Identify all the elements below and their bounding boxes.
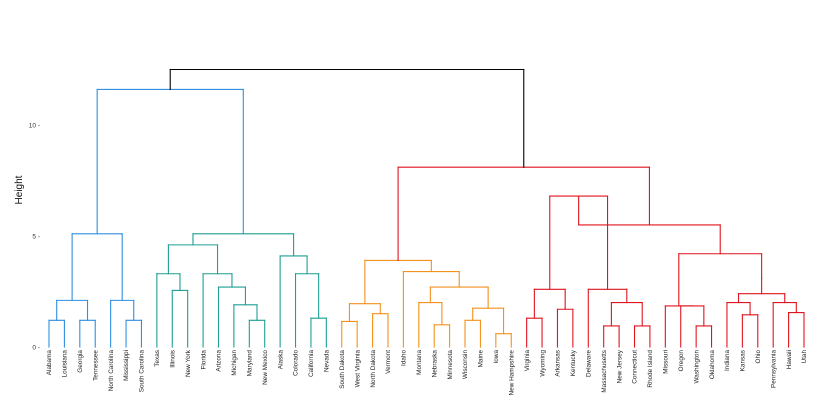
leaf-label-ohio: Ohio (755, 350, 762, 364)
leaf-label-indiana: Indiana (724, 350, 731, 371)
leaf-label-south-dakota: South Dakota (339, 350, 346, 389)
leaf-label-virginia: Virginia (524, 350, 531, 372)
leaf-label-washington: Washington (693, 350, 700, 384)
leaf-label-wyoming: Wyoming (539, 350, 546, 377)
leaf-label-connecticut: Connecticut (632, 350, 639, 384)
leaf-label-massachusetts: Massachusetts (601, 350, 608, 393)
leaf-label-rhode-island: Rhode Island (647, 350, 654, 388)
y-tick-label-5: 5 - (32, 234, 40, 241)
dendrogram-branches (48, 68, 805, 348)
leaf-label-utah: Utah (801, 350, 808, 364)
y-tick-label-10: 10 - (29, 123, 40, 130)
leaf-label-alabama: Alabama (46, 350, 53, 376)
leaf-label-alaska: Alaska (277, 350, 284, 370)
leaf-label-missouri: Missouri (663, 350, 670, 374)
leaf-label-kentucky: Kentucky (570, 349, 577, 376)
leaf-label-iowa: Iowa (493, 350, 500, 364)
leaf-label-new-york: New York (185, 349, 192, 377)
leaf-label-hawaii: Hawaii (786, 350, 793, 369)
leaf-label-arizona: Arizona (216, 350, 223, 372)
y-axis-title: Height (14, 175, 25, 204)
leaf-label-arkansas: Arkansas (555, 350, 562, 377)
leaf-label-louisiana: Louisiana (62, 350, 69, 378)
leaf-label-california: California (308, 350, 315, 377)
leaf-label-michigan: Michigan (231, 350, 238, 376)
leaf-label-oklahoma: Oklahoma (709, 350, 716, 380)
y-axis-ticks: 0 - 5 - 10 - (29, 123, 40, 352)
leaf-label-idaho: Idaho (401, 350, 408, 366)
leaf-label-wisconsin: Wisconsin (462, 350, 469, 380)
leaf-label-oregon: Oregon (678, 350, 685, 372)
leaf-label-texas: Texas (154, 350, 161, 367)
leaf-label-mississippi: Mississippi (123, 350, 130, 381)
leaf-label-pennsylvania: Pennsylvania (770, 350, 777, 388)
leaf-label-kansas: Kansas (740, 350, 747, 371)
leaf-label-nevada: Nevada (324, 350, 331, 372)
leaf-label-new-mexico: New Mexico (262, 350, 269, 385)
leaf-label-minnesota: Minnesota (447, 350, 454, 380)
leaf-label-new-jersey: New Jersey (616, 349, 623, 383)
leaf-labels: Alabama Louisiana Georgia Tennessee North Ca… (46, 349, 808, 395)
y-tick-label-0: 0 - (32, 345, 40, 352)
leaf-label-tennessee: Tennessee (92, 350, 99, 381)
leaf-label-montana: Montana (416, 350, 423, 375)
leaf-label-colorado: Colorado (293, 350, 300, 376)
leaf-label-nebraska: Nebraska (431, 350, 438, 378)
leaf-label-florida: Florida (200, 350, 207, 370)
leaf-label-maryland: Maryland (247, 350, 254, 377)
leaf-label-illinois: Illinois (169, 350, 176, 368)
leaf-label-georgia: Georgia (77, 350, 84, 373)
leaf-label-south-carolina: South Carolina (139, 350, 146, 393)
leaf-label-delaware: Delaware (585, 350, 592, 377)
leaf-label-west-virginia: West Virginia (354, 350, 361, 388)
leaf-label-north-dakota: North Dakota (370, 350, 377, 388)
leaf-label-maine: Maine (478, 350, 485, 368)
leaf-label-vermont: Vermont (385, 350, 392, 374)
leaf-label-north-carolina: North Carolina (108, 350, 115, 392)
leaf-label-new-hampshire: New Hampshire (508, 350, 515, 396)
